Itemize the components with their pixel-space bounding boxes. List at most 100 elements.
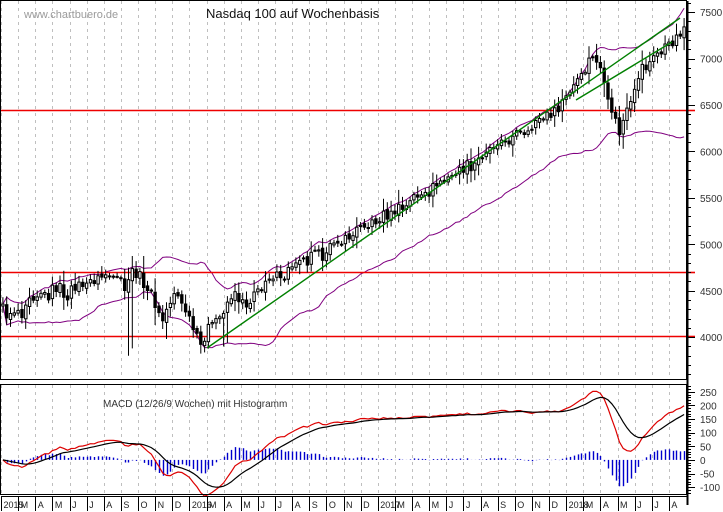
candle-up — [648, 61, 652, 72]
candle-up — [530, 128, 534, 131]
x-tick-label: M — [432, 500, 440, 510]
candle-up — [24, 304, 28, 320]
candle-up — [381, 210, 386, 223]
macd-panel-label: MACD (12/26/9 Wochen) mit Histogramm — [103, 399, 287, 410]
candle-down — [518, 130, 523, 133]
x-tick-label: N — [158, 500, 165, 510]
candle-up — [88, 279, 93, 284]
candle-down — [73, 283, 77, 291]
candle-down — [191, 316, 195, 331]
candle-up — [210, 322, 214, 325]
candle-up — [313, 249, 317, 252]
candle-down — [20, 309, 24, 319]
candle-down — [678, 33, 682, 37]
macd-tick-label: 0 — [700, 456, 706, 467]
candle-down — [145, 285, 150, 291]
candle-down — [31, 296, 36, 301]
candle-up — [221, 312, 226, 319]
candle-up — [16, 309, 20, 314]
x-tick-label: A — [106, 500, 112, 510]
candle-down — [123, 278, 127, 291]
candle-up — [674, 34, 679, 46]
candle-up — [629, 101, 633, 110]
candle-up — [625, 107, 629, 121]
candle-up — [111, 275, 115, 278]
macd-axis-labels: 250 200 150 100 50 0 -50 -100 — [700, 388, 720, 494]
candle-up — [8, 313, 13, 320]
x-tick-label: J — [654, 500, 659, 510]
price-tick-label: 5500 — [700, 194, 723, 205]
bollinger-lower-band — [2, 130, 685, 349]
candle-up — [104, 274, 108, 279]
candle-up — [355, 226, 359, 238]
price-tick-label: 4500 — [700, 287, 723, 298]
candle-up — [317, 249, 321, 252]
candle-down — [362, 223, 367, 228]
candle-up — [298, 259, 302, 265]
candle-down — [81, 281, 85, 287]
candle-up — [138, 271, 142, 279]
candle-down — [183, 303, 188, 313]
candle-up — [168, 302, 173, 308]
trend-lines — [206, 17, 681, 349]
macd-tick-label: 150 — [700, 415, 717, 426]
candle-down — [480, 157, 485, 160]
candle-down — [176, 292, 180, 297]
candle-up — [256, 288, 260, 293]
macd-signal-line — [2, 396, 685, 488]
candle-up — [282, 278, 287, 281]
x-tick-label: M — [586, 500, 594, 510]
x-tick-label: O — [517, 500, 524, 510]
x-tick-label: S — [123, 500, 129, 510]
x-tick-label: 2015 — [4, 500, 24, 510]
macd-tick-label: 200 — [700, 401, 717, 412]
macd-axis-ticks — [687, 386, 695, 494]
x-tick-label: 2018 — [569, 500, 589, 510]
candle-down — [244, 299, 249, 308]
candle-down — [5, 304, 9, 319]
macd-line-path — [2, 390, 685, 497]
x-tick-label: D — [552, 500, 559, 510]
x-tick-label: A — [603, 500, 609, 510]
x-tick-label: J — [260, 500, 265, 510]
price-tick-label: 7500 — [700, 8, 723, 19]
candle-down — [606, 82, 610, 100]
candle-down — [336, 240, 340, 244]
candle-down — [385, 209, 390, 220]
candle-down — [187, 310, 192, 317]
x-tick-label: O — [329, 500, 336, 510]
candle-up — [271, 278, 275, 282]
x-tick-label: M — [209, 500, 217, 510]
candle-up — [473, 162, 477, 171]
candle-down — [100, 273, 104, 278]
candle-down — [644, 64, 648, 71]
macd-line — [2, 390, 685, 497]
candle-up — [378, 221, 382, 224]
macd-tick-label: 100 — [700, 429, 717, 440]
candle-up — [50, 284, 55, 300]
candle-down — [659, 51, 663, 55]
horizontal-level-lines — [1, 109, 695, 338]
candle-down — [339, 243, 344, 246]
candle-up — [358, 224, 363, 227]
x-tick-label: D — [363, 500, 370, 510]
macd-tick-label: 250 — [700, 388, 717, 399]
candle-down — [157, 305, 161, 314]
x-tick-label: A — [38, 500, 44, 510]
candle-up — [294, 262, 298, 268]
secondary-uptrend — [575, 41, 673, 101]
candle-up — [77, 281, 81, 293]
candle-up — [579, 73, 584, 80]
candle-up — [58, 283, 62, 293]
candle-down — [62, 284, 66, 298]
candle-down — [92, 280, 96, 285]
macd-histogram — [6, 447, 686, 487]
candle-down — [279, 271, 283, 279]
candle-up — [267, 278, 272, 281]
candle-down — [374, 218, 378, 225]
candle-up — [351, 235, 355, 241]
x-tick-label: A — [483, 500, 489, 510]
candle-up — [541, 118, 545, 121]
